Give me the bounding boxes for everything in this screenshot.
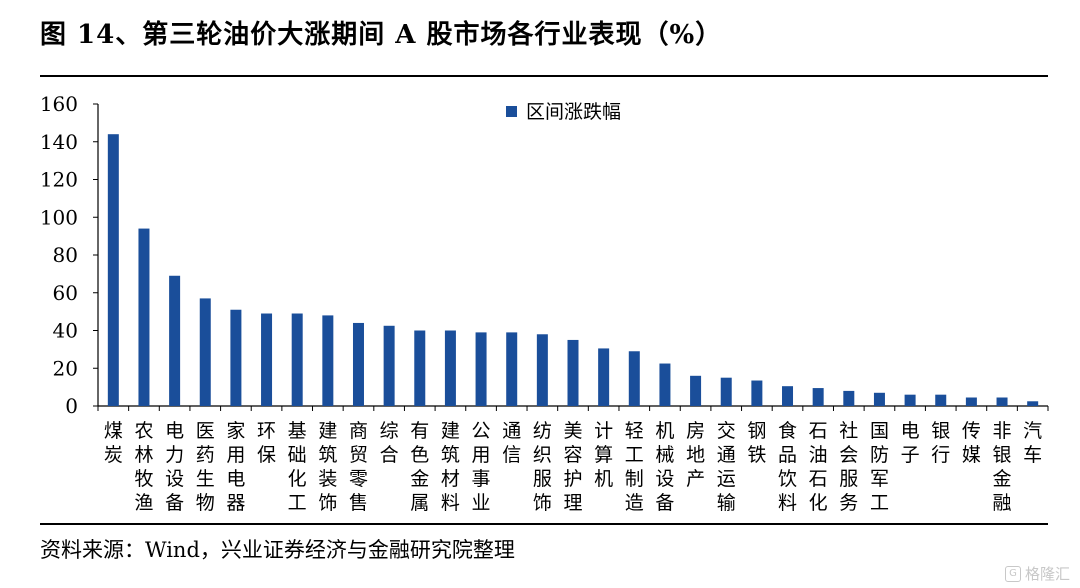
x-category-label: 煤炭 [104,420,123,466]
bar [475,332,487,406]
y-tick-label: 140 [40,130,78,154]
x-category-label: 传媒 [962,420,981,466]
x-category-label: 纺织服饰 [533,420,552,514]
bar [322,315,334,406]
y-tick-label: 100 [40,205,78,229]
bar [414,330,426,406]
x-category-label: 商贸零售 [349,420,368,514]
x-category-label: 公用事业 [472,420,491,514]
bar [291,313,303,406]
x-category-label: 通信 [502,420,521,466]
source-note: 资料来源：Wind，兴业证券经济与金融研究院整理 [40,538,515,562]
x-category-label: 交通运输 [717,420,736,514]
x-category-label: 银行 [931,420,950,466]
x-category-label: 钢铁 [747,420,766,466]
legend-label: 区间涨跌幅 [526,101,621,123]
x-category-label: 农林牧渔 [134,420,153,514]
y-tick-label: 160 [40,92,78,116]
bar [169,275,181,406]
x-category-label: 房地产 [686,420,705,490]
bar [199,298,211,406]
x-category-label: 基础化工 [288,420,307,514]
top-rule [40,75,1048,77]
bar [1027,401,1039,406]
bar [935,394,947,406]
watermark-logo-icon: G [1004,565,1021,582]
bar [506,332,518,406]
x-category-label: 家用电器 [226,420,245,514]
bar [567,339,579,406]
bar [107,134,119,406]
x-category-label: 电力设备 [165,420,184,514]
watermark: G 格隆汇 [1004,563,1070,584]
bar [782,386,794,406]
bar [261,313,273,406]
bar [965,397,977,406]
bar [138,228,150,406]
bar [751,380,763,406]
bar [628,351,640,406]
figure-title: 图 14、第三轮油价大涨期间 A 股市场各行业表现（%） [40,20,723,50]
bar [720,377,732,406]
legend-swatch [506,106,517,117]
x-category-label: 建筑装饰 [318,420,337,514]
x-category-label: 社会服务 [839,420,858,514]
x-category-label: 综合 [380,420,399,466]
x-category-label: 食品饮料 [778,420,797,514]
y-tick-label: 0 [65,394,78,418]
bar [598,348,610,406]
x-category-label: 美容护理 [563,420,582,514]
y-tick-label: 20 [53,356,78,380]
bar [843,390,855,406]
x-category-label: 电子 [901,420,920,466]
x-category-label: 建筑材料 [441,420,460,514]
y-tick-label: 120 [40,168,78,192]
bar [444,330,456,406]
bar [352,322,364,406]
bar [873,392,885,406]
bar [230,309,242,406]
bar [812,388,824,406]
x-category-label: 汽车 [1023,420,1042,466]
x-category-label: 环保 [257,420,276,466]
x-category-label: 非银金融 [993,420,1012,514]
x-category-label: 有色金属 [410,420,429,514]
bar [690,375,702,406]
x-category-label: 石油石化 [809,420,828,514]
bar [659,363,671,406]
bar [904,394,916,406]
x-category-label: 医药生物 [196,420,215,514]
bar [996,397,1008,406]
y-tick-label: 40 [53,319,78,343]
bottom-rule [40,523,1048,525]
x-category-label: 轻工制造 [625,420,644,514]
y-tick-label: 60 [53,281,78,305]
bar [383,325,395,406]
x-category-label: 计算机 [594,420,613,490]
y-tick-label: 80 [53,243,78,267]
x-category-label: 国防军工 [870,420,889,514]
x-category-label: 机械设备 [655,420,674,514]
watermark-text: 格隆汇 [1024,565,1070,583]
bar [536,334,548,406]
